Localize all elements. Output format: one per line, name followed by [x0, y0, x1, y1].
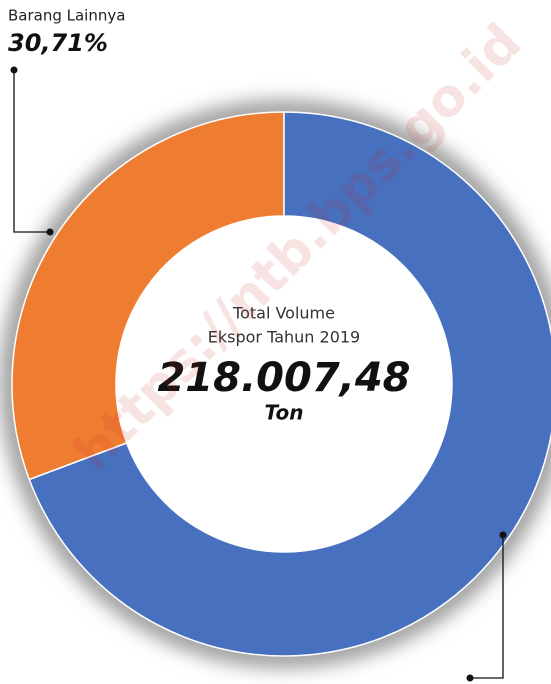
value-label: 30,71%: [8, 29, 108, 57]
callout-line: [13, 70, 50, 233]
legend-label: Barang Lainnya: [8, 7, 125, 25]
callout-dot: [499, 531, 507, 539]
center-title: Total Volume: [232, 304, 335, 323]
center-unit: Ton: [264, 401, 303, 425]
callout-dot: [10, 66, 18, 74]
center-value: 218.007,48: [157, 355, 410, 401]
center-title: Ekspor Tahun 2019: [208, 328, 360, 347]
donut-hole: [116, 216, 452, 552]
callout-dot: [466, 674, 474, 682]
callout-dots: [10, 66, 507, 682]
callout-line: [470, 535, 504, 679]
callout-dot: [46, 228, 54, 236]
callouts: [13, 70, 504, 679]
